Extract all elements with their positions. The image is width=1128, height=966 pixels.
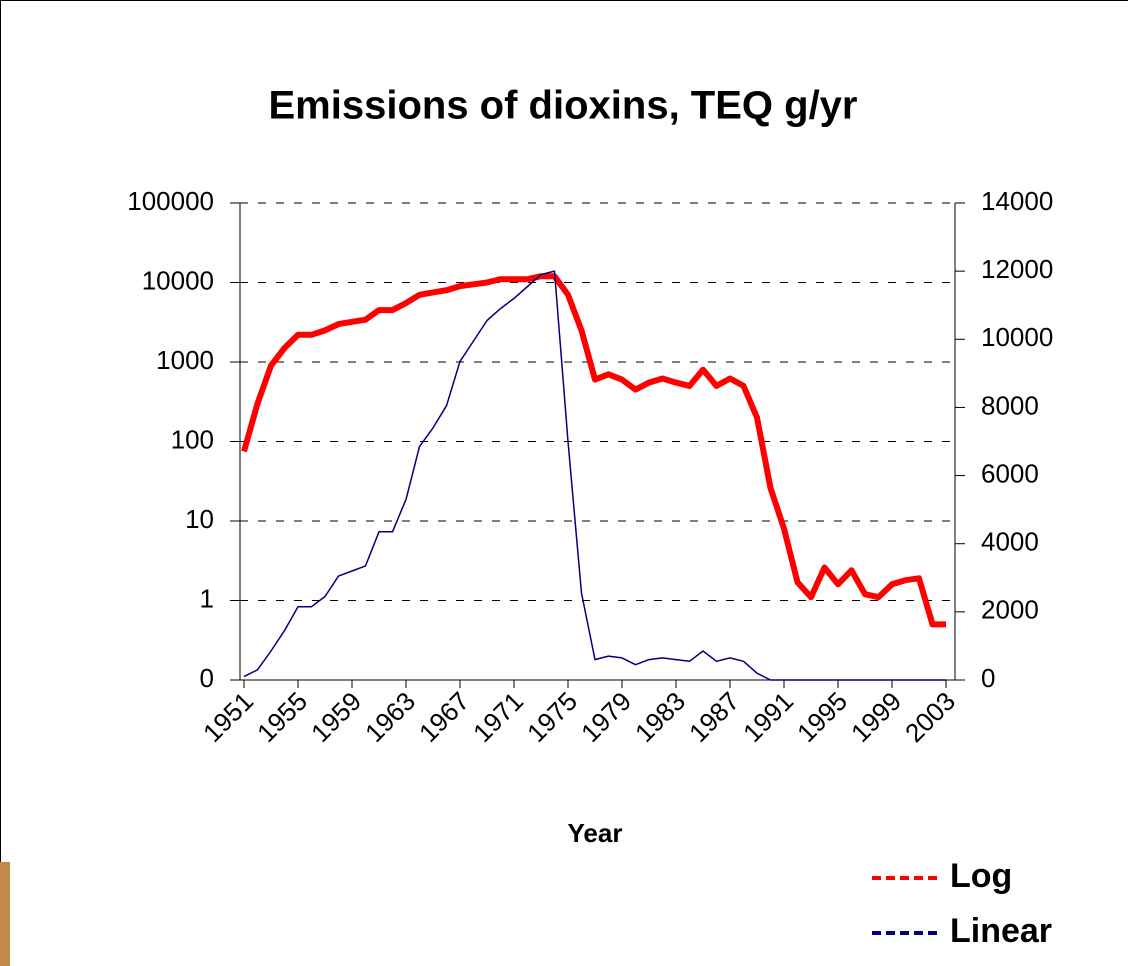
y2-tick-label: 4000 — [981, 527, 1039, 557]
y-tick-label: 0 — [200, 663, 214, 693]
y2-tick-label: 10000 — [981, 322, 1053, 352]
y2-tick-label: 8000 — [981, 390, 1039, 420]
legend-label: Linear — [950, 912, 1052, 950]
y-tick-label: 1 — [200, 583, 214, 613]
page: Emissions of dioxins, TEQ g/yr Year 0 1 10… — [0, 0, 1128, 966]
y-tick-label: 1000 — [156, 345, 214, 375]
legend-label: Log — [950, 857, 1012, 895]
y2-tick-label: 14000 — [981, 186, 1053, 216]
y-tick-label: 10000 — [142, 265, 214, 295]
y-tick-label: 10 — [185, 504, 214, 534]
x-axis-label: Year — [568, 818, 623, 848]
decoration — [0, 862, 10, 966]
chart: Emissions of dioxins, TEQ g/yr Year 0 1 10… — [0, 0, 1128, 966]
y2-tick-label: 2000 — [981, 595, 1039, 625]
y-tick-label: 100000 — [127, 186, 214, 216]
y-tick-label: 100 — [171, 424, 214, 454]
background — [0, 0, 1128, 966]
y2-tick-label: 6000 — [981, 458, 1039, 488]
y2-tick-label: 0 — [981, 663, 995, 693]
y2-tick-label: 12000 — [981, 254, 1053, 284]
chart-title: Emissions of dioxins, TEQ g/yr — [268, 84, 857, 128]
